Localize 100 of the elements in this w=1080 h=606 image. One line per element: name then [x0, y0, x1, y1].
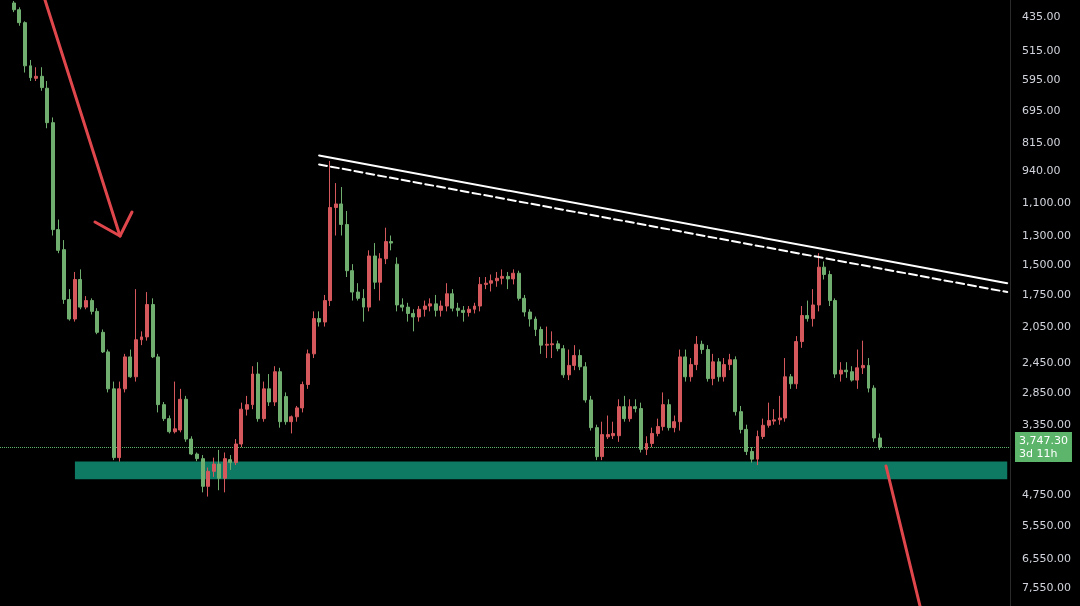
candlestick	[511, 268, 515, 285]
candlestick	[84, 295, 88, 310]
candlestick	[384, 227, 388, 265]
candlestick	[722, 357, 726, 383]
candlestick	[839, 361, 843, 383]
candlestick	[667, 398, 671, 432]
candlestick	[312, 310, 316, 359]
candlestick	[40, 66, 44, 92]
candlestick	[112, 381, 116, 461]
candlestick	[711, 353, 715, 386]
candlestick	[650, 427, 654, 448]
y-tick-label: 1,500.00	[1022, 257, 1071, 271]
y-tick-label: 2,850.00	[1022, 385, 1071, 399]
candlestick	[534, 316, 537, 337]
candlestick	[306, 349, 310, 390]
candlestick	[367, 249, 371, 312]
y-tick-label: 595.00	[1022, 72, 1061, 86]
y-tick-label: 7,550.00	[1022, 580, 1071, 594]
candlestick	[123, 353, 127, 393]
candlestick	[478, 276, 482, 312]
candlestick	[29, 59, 32, 82]
candlestick	[362, 288, 365, 323]
candlestick	[195, 451, 199, 462]
candlestick	[206, 466, 210, 498]
candlestick	[134, 288, 138, 383]
candlestick	[789, 373, 793, 390]
candlestick	[639, 402, 643, 453]
candlestick	[73, 271, 77, 323]
candlestick	[467, 305, 471, 318]
candlestick	[284, 391, 288, 426]
candlestick	[672, 415, 676, 433]
y-tick-label: 3,350.00	[1022, 418, 1071, 432]
candlestick	[140, 330, 143, 346]
candlestick	[528, 308, 532, 328]
y-tick-label: 940.00	[1022, 164, 1061, 178]
y-tick-label: 5,550.00	[1022, 519, 1071, 533]
candlestick	[223, 451, 227, 493]
y-tick-label: 4,750.00	[1022, 487, 1071, 501]
candlestick	[506, 271, 510, 290]
candlestick	[733, 355, 737, 417]
candlestick	[750, 446, 754, 464]
y-tick-label: 515.00	[1022, 44, 1061, 57]
candlestick	[811, 288, 815, 328]
candlestick	[251, 365, 254, 410]
candlestick	[417, 305, 421, 323]
y-tick-label: 2,050.00	[1022, 320, 1071, 334]
candlestick	[78, 268, 82, 310]
candlestick	[117, 381, 121, 463]
candlestick	[850, 365, 854, 383]
candlestick	[794, 335, 798, 390]
candlestick	[700, 340, 704, 355]
y-tick-label: 695.00	[1022, 103, 1061, 117]
candlestick	[267, 373, 271, 407]
candlestick	[595, 424, 599, 461]
candlestick	[445, 282, 449, 312]
candlestick	[334, 182, 338, 237]
candlestick	[212, 457, 216, 478]
candlestick	[589, 395, 593, 432]
candlestick	[45, 80, 49, 129]
y-tick-label: 6,550.00	[1022, 552, 1071, 566]
candlestick	[817, 252, 821, 312]
candlestick	[617, 398, 621, 443]
text: 3d 11h	[1019, 447, 1058, 461]
candlestick	[378, 252, 382, 302]
candlestick	[800, 305, 804, 349]
candlestick	[34, 66, 38, 82]
y-tick-label: 435.00	[1022, 10, 1061, 24]
candlestick	[145, 291, 149, 342]
candlestick	[867, 357, 870, 393]
candlestick	[228, 454, 232, 471]
candlestick	[317, 310, 321, 328]
candlestick	[633, 398, 637, 413]
y-tick-label: 815.00	[1022, 135, 1061, 149]
candlestick	[844, 361, 848, 379]
ref-line-label: 3,747.30	[1019, 434, 1068, 448]
candlestick	[439, 300, 443, 318]
candlestick	[434, 294, 438, 318]
candlestick	[805, 300, 809, 323]
candlestick	[256, 361, 260, 423]
candlestick	[683, 349, 687, 383]
candlestick	[273, 365, 277, 407]
candlestick	[473, 302, 476, 314]
candlestick	[23, 20, 27, 74]
candlestick	[539, 326, 543, 355]
candlestick	[201, 454, 205, 493]
candlestick	[262, 381, 266, 423]
candlestick	[600, 421, 604, 461]
y-tick-label: 1,750.00	[1022, 288, 1071, 302]
candlestick	[128, 349, 132, 379]
candlestick	[339, 186, 343, 237]
candlestick	[217, 449, 221, 491]
candlestick	[756, 430, 759, 466]
candlestick	[622, 395, 626, 423]
candlestick	[450, 288, 454, 312]
candlestick	[278, 367, 282, 429]
candlestick	[289, 415, 293, 434]
candlestick	[822, 260, 826, 281]
candlestick	[628, 398, 632, 423]
candlestick	[373, 242, 377, 290]
candlestick	[728, 353, 732, 371]
